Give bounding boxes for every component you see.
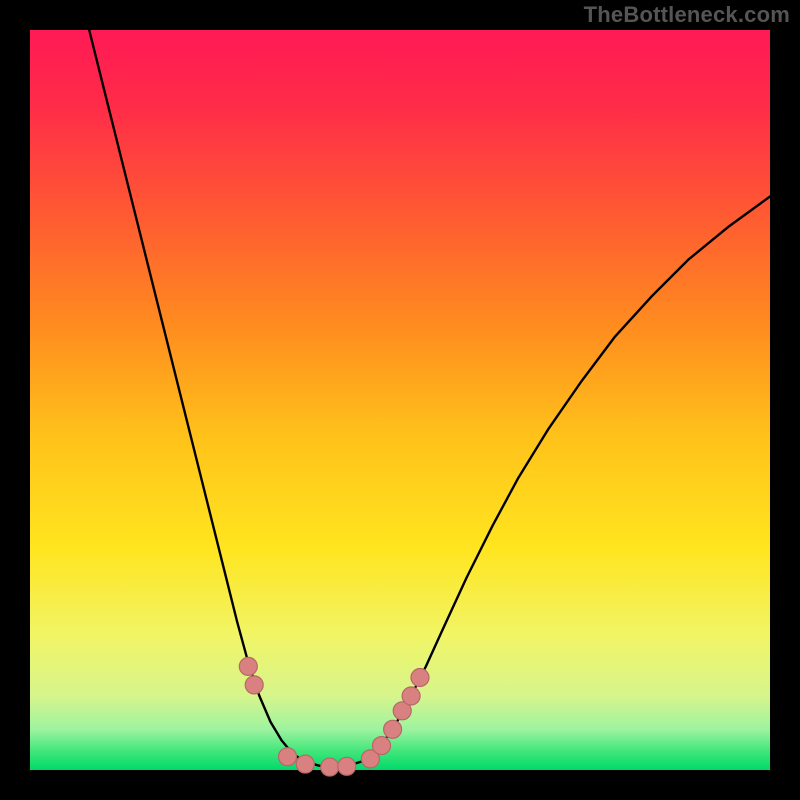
data-marker: [296, 755, 314, 773]
data-marker: [402, 687, 420, 705]
data-marker: [245, 676, 263, 694]
data-marker: [411, 669, 429, 687]
data-marker: [384, 720, 402, 738]
data-marker: [321, 758, 339, 776]
data-marker: [239, 657, 257, 675]
data-marker: [373, 737, 391, 755]
chart-svg-layer: [0, 0, 800, 800]
watermark-text: TheBottleneck.com: [584, 2, 790, 28]
data-marker: [279, 748, 297, 766]
bottleneck-curve: [89, 30, 770, 767]
data-marker: [338, 757, 356, 775]
